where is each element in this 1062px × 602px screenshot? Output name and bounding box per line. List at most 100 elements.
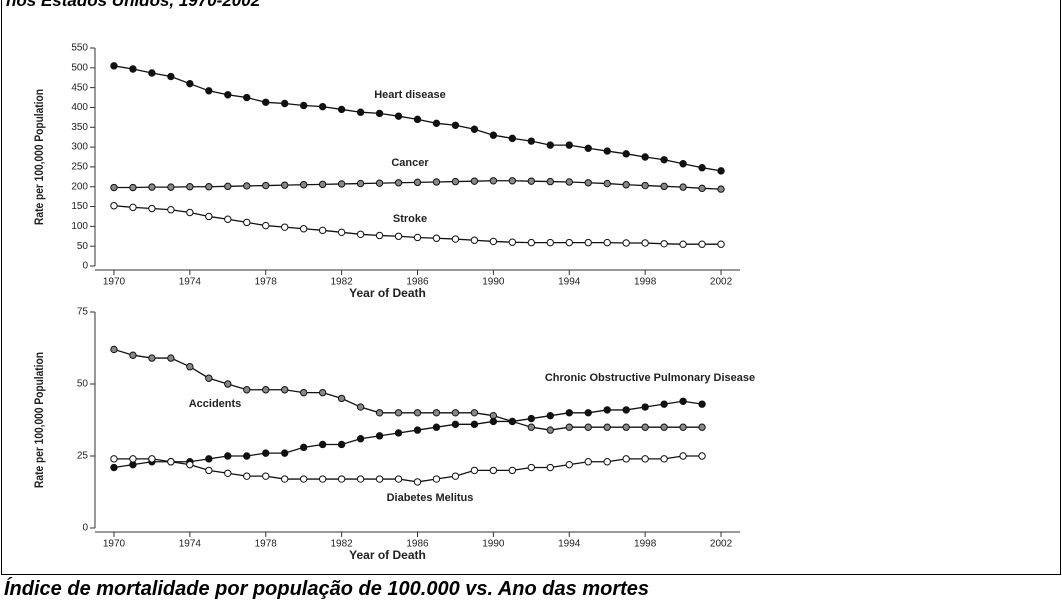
marker (584, 458, 592, 466)
x-tick-label: 1986 (406, 539, 429, 550)
marker (167, 206, 175, 214)
marker (205, 455, 213, 463)
series-line (113, 348, 703, 431)
marker (375, 109, 384, 118)
series-label: Cancer (391, 157, 429, 169)
marker (394, 179, 403, 187)
marker (508, 417, 517, 426)
marker (660, 182, 668, 191)
marker (698, 164, 706, 172)
marker (565, 178, 573, 186)
marker (432, 178, 441, 186)
marker (698, 452, 706, 460)
marker (698, 184, 706, 193)
marker (622, 406, 630, 414)
x-tick-label: 1974 (179, 277, 202, 288)
marker (110, 183, 118, 192)
marker (318, 226, 327, 235)
marker (186, 460, 194, 469)
marker (224, 380, 232, 388)
marker (299, 101, 308, 110)
marker (451, 121, 460, 129)
series-label: Stroke (393, 213, 427, 225)
series-label: Accidents (189, 398, 242, 410)
marker (527, 414, 536, 423)
marker (508, 134, 517, 143)
y-tick-label: 450 (71, 82, 88, 93)
marker (186, 208, 194, 217)
x-axis-label: Year of Death (349, 286, 426, 300)
marker (281, 99, 289, 108)
y-tick-label: 100 (71, 221, 88, 232)
marker (299, 225, 308, 233)
marker (527, 463, 536, 472)
marker (281, 475, 289, 483)
y-tick-label: 400 (71, 102, 88, 113)
marker (299, 388, 308, 397)
marker (489, 466, 498, 475)
marker (262, 449, 270, 457)
marker (489, 237, 498, 246)
y-tick-label: 500 (71, 62, 88, 73)
marker (679, 160, 687, 168)
marker (375, 432, 384, 440)
y-tick-label: 300 (71, 142, 88, 153)
marker (508, 177, 517, 185)
marker (129, 351, 137, 359)
marker (603, 423, 611, 431)
x-tick-label: 2002 (710, 277, 733, 288)
marker (129, 203, 137, 212)
marker (451, 409, 460, 417)
marker (413, 115, 422, 124)
marker (243, 182, 251, 190)
marker (470, 420, 479, 429)
marker (299, 475, 308, 483)
marker (679, 183, 687, 191)
marker (243, 472, 251, 480)
marker (262, 181, 270, 190)
marker (167, 354, 175, 362)
marker (660, 156, 668, 164)
series-label: Heart disease (374, 89, 446, 101)
x-tick-label: 1970 (103, 277, 126, 288)
marker (470, 236, 479, 244)
x-tick-label: 1974 (179, 539, 202, 550)
marker (394, 475, 403, 483)
marker (527, 238, 536, 247)
marker (527, 423, 536, 431)
marker (546, 141, 554, 149)
y-tick-label: 50 (77, 241, 89, 252)
y-axis-label: Rate per 100,000 Population (33, 352, 46, 488)
marker (584, 409, 592, 417)
marker (470, 177, 479, 185)
marker (622, 423, 630, 431)
marker (243, 93, 251, 102)
marker (413, 178, 422, 187)
marker (451, 177, 460, 186)
x-tick-label: 1982 (330, 539, 353, 550)
marker (394, 112, 403, 120)
marker (489, 131, 498, 139)
marker (356, 435, 365, 443)
marker (205, 374, 213, 382)
marker (698, 423, 706, 431)
marker (337, 228, 346, 237)
marker (318, 388, 327, 397)
x-tick-label: 1994 (558, 539, 581, 550)
marker (508, 238, 517, 246)
x-axis-label: Year of Death (349, 548, 426, 562)
header: nos Estados Unidos, 1970-2002 (6, 0, 261, 10)
marker (641, 423, 649, 431)
marker (318, 180, 327, 189)
marker (110, 463, 118, 472)
marker (660, 423, 668, 431)
marker (413, 426, 422, 434)
marker (641, 403, 649, 411)
marker (281, 181, 289, 189)
marker (394, 409, 403, 417)
y-tick-label: 150 (71, 201, 88, 212)
marker (717, 240, 725, 248)
marker (337, 440, 346, 449)
